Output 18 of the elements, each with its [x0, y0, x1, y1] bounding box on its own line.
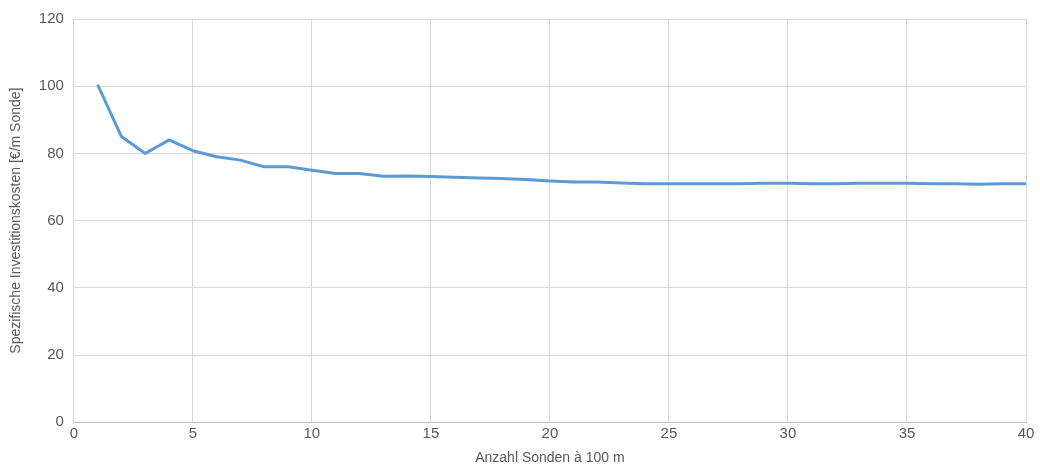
x-tick-label: 40 [1017, 424, 1035, 442]
x-tick-label: 30 [779, 424, 797, 442]
x-tick-label: 35 [898, 424, 916, 442]
y-tick-label: 60 [47, 210, 64, 228]
x-tick-label: 0 [69, 424, 78, 442]
y-tick-label: 100 [38, 76, 64, 94]
x-tick-label: 10 [303, 424, 321, 442]
x-tick-label: 5 [188, 424, 198, 442]
x-tick-label: 15 [422, 424, 440, 442]
y-axis-title: Spezifische Investitionskosten [€/m Sonde] [7, 87, 24, 354]
y-tick-label: 0 [55, 412, 64, 430]
y-tick-label: 80 [47, 143, 64, 161]
y-tick-label: 120 [38, 9, 64, 27]
x-tick-label: 20 [541, 424, 559, 442]
y-tick-label: 20 [47, 345, 64, 363]
x-tick-label: 25 [660, 424, 678, 442]
y-tick-label: 40 [47, 277, 64, 295]
x-axis-title: Anzahl Sonden à 100 m [475, 449, 625, 466]
